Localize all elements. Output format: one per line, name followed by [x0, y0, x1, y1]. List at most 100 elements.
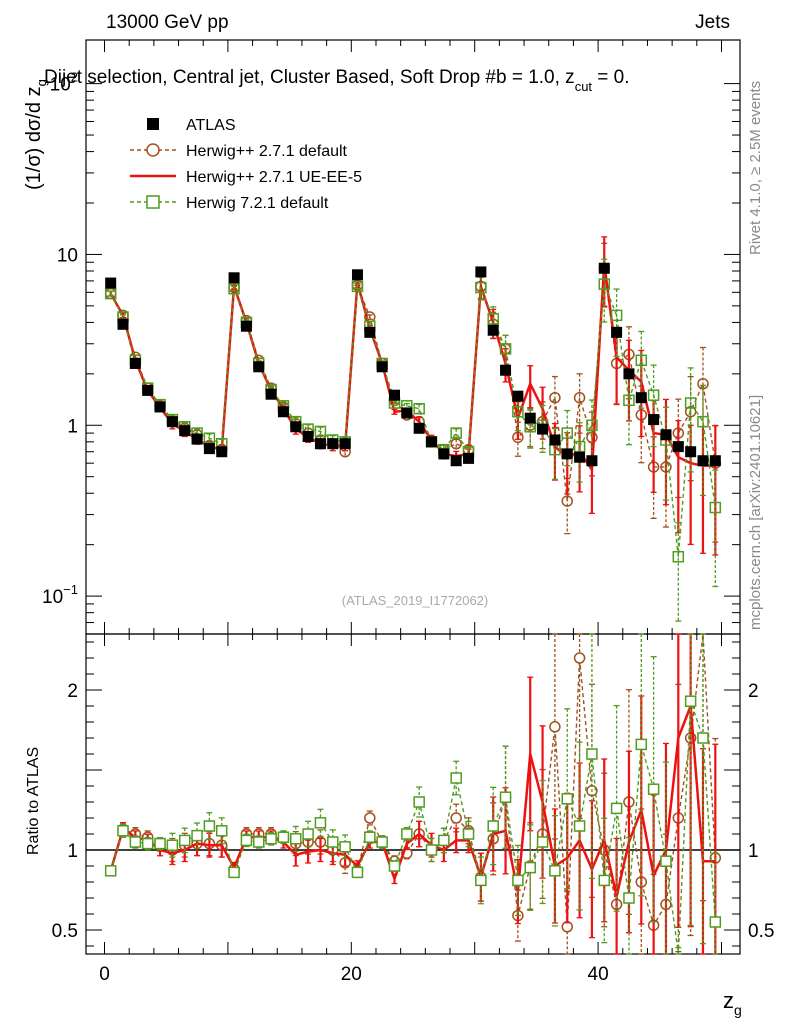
atlas-marker — [364, 326, 376, 338]
ratio-herwig7-marker — [166, 839, 179, 851]
ratio-herwig7-marker — [573, 820, 586, 832]
atlas-marker — [240, 320, 252, 332]
herwig7-marker — [586, 419, 598, 432]
atlas-marker — [413, 422, 425, 434]
herwig7-marker — [450, 427, 462, 439]
legend-label: Herwig++ 2.7.1 default — [186, 143, 348, 160]
atlas-marker — [611, 326, 623, 338]
ratio-herwig7-marker — [129, 836, 142, 848]
ratio-herwig7-marker — [215, 825, 228, 837]
ratio-line — [109, 705, 716, 897]
atlas-marker — [401, 407, 413, 419]
herwig-default-marker — [697, 378, 709, 390]
x-tick-label: 0 — [99, 964, 110, 985]
herwig7-marker — [647, 389, 660, 401]
ratio-herwig-default-marker — [450, 812, 462, 824]
ratio-herwig-default-marker — [549, 721, 561, 733]
legend-atlas-marker — [147, 118, 159, 130]
x-tick-label: 40 — [588, 964, 609, 985]
ratio-tick-label-right: 2 — [748, 681, 759, 702]
ratio-herwig7-marker — [462, 828, 475, 840]
atlas-marker — [524, 412, 536, 424]
atlas-marker — [376, 361, 388, 373]
series-line — [110, 268, 717, 502]
ratio-herwig7-marker — [598, 874, 611, 887]
atlas-marker — [500, 364, 512, 376]
ratio-herwig7-marker — [623, 892, 635, 904]
ratio-herwig-default-marker — [573, 652, 586, 664]
atlas-marker — [463, 452, 475, 464]
header-energy: 13000 GeV pp — [106, 12, 229, 33]
atlas-marker — [549, 434, 561, 446]
atlas-marker — [574, 451, 586, 463]
herwig-default-marker — [549, 391, 561, 404]
ratio-herwig7-marker — [277, 831, 290, 843]
herwig7-marker — [709, 501, 722, 514]
ratio-herwig7-marker — [364, 831, 376, 843]
herwig7-marker — [573, 440, 586, 453]
herwig-default-marker — [561, 495, 573, 507]
atlas-marker — [327, 438, 339, 450]
atlas-marker — [512, 390, 524, 402]
ratio-herwig7-marker — [154, 837, 166, 850]
atlas-marker — [179, 425, 191, 437]
atlas-marker — [265, 388, 277, 400]
ratio-herwig7-marker — [709, 916, 722, 928]
ratio-herwig7-marker — [697, 732, 709, 744]
herwig7-marker — [314, 425, 327, 438]
ratio-tick-label-right: 0.5 — [748, 921, 774, 942]
ratio-herwig7-marker — [141, 837, 154, 850]
atlas-marker — [191, 433, 203, 445]
legend-label: Herwig++ 2.7.1 UE-EE-5 — [186, 169, 362, 186]
herwig7-marker — [672, 550, 685, 563]
atlas-marker — [302, 430, 314, 442]
herwig7-marker — [623, 394, 635, 407]
ratio-herwig7-marker — [376, 836, 388, 848]
atlas-marker — [586, 455, 598, 467]
ratio-herwig7-marker — [327, 836, 339, 848]
atlas-marker — [426, 436, 438, 448]
ratio-herwig7-marker — [228, 866, 240, 879]
ratio-tick-label: 1 — [67, 841, 78, 862]
herwig7-marker — [635, 354, 648, 367]
atlas-marker — [388, 389, 400, 401]
atlas-marker — [660, 429, 672, 441]
ratio-herwig7-marker — [178, 834, 191, 847]
selection-title: Dijet selection, Central jet, Cluster Ba… — [44, 67, 630, 94]
ratio-herwig7-marker — [635, 738, 648, 751]
ratio-herwig7-marker — [549, 865, 561, 877]
atlas-marker — [450, 455, 462, 467]
legend-label: Herwig 7.2.1 default — [186, 195, 329, 212]
atlas-marker — [648, 414, 660, 426]
herwig7-marker — [512, 405, 524, 418]
ratio-tick-label: 0.5 — [52, 921, 78, 942]
watermark: (ATLAS_2019_I1772062) — [342, 593, 488, 608]
atlas-marker — [253, 361, 265, 373]
atlas-marker — [697, 455, 709, 467]
herwig7-marker — [598, 278, 611, 290]
herwig7-marker — [684, 397, 697, 409]
atlas-marker — [203, 443, 215, 455]
herwig7-marker — [228, 282, 240, 295]
atlas-marker — [154, 401, 166, 413]
ratio-herwig7-marker — [314, 817, 327, 829]
y-tick-label: 10 — [57, 245, 78, 266]
ratio-herwig7-marker — [561, 793, 573, 805]
legend-label: ATLAS — [186, 117, 236, 134]
series-line — [110, 283, 717, 557]
herwig7-marker — [499, 343, 512, 355]
herwig-default-marker — [573, 391, 586, 404]
ratio-herwig7-marker — [265, 833, 277, 845]
atlas-marker — [438, 448, 450, 460]
ratio-herwig7-marker — [104, 865, 117, 877]
ratio-herwig7-marker — [117, 825, 129, 837]
atlas-marker — [277, 406, 289, 418]
ratio-herwig7-marker — [499, 791, 512, 803]
ratio-herwig7-marker — [475, 874, 487, 887]
atlas-marker — [166, 416, 178, 428]
atlas-marker — [290, 421, 302, 433]
atlas-marker — [228, 272, 240, 284]
atlas-marker — [129, 357, 141, 369]
legend-square-marker — [146, 195, 160, 209]
ratio-herwig7-marker — [253, 836, 265, 848]
